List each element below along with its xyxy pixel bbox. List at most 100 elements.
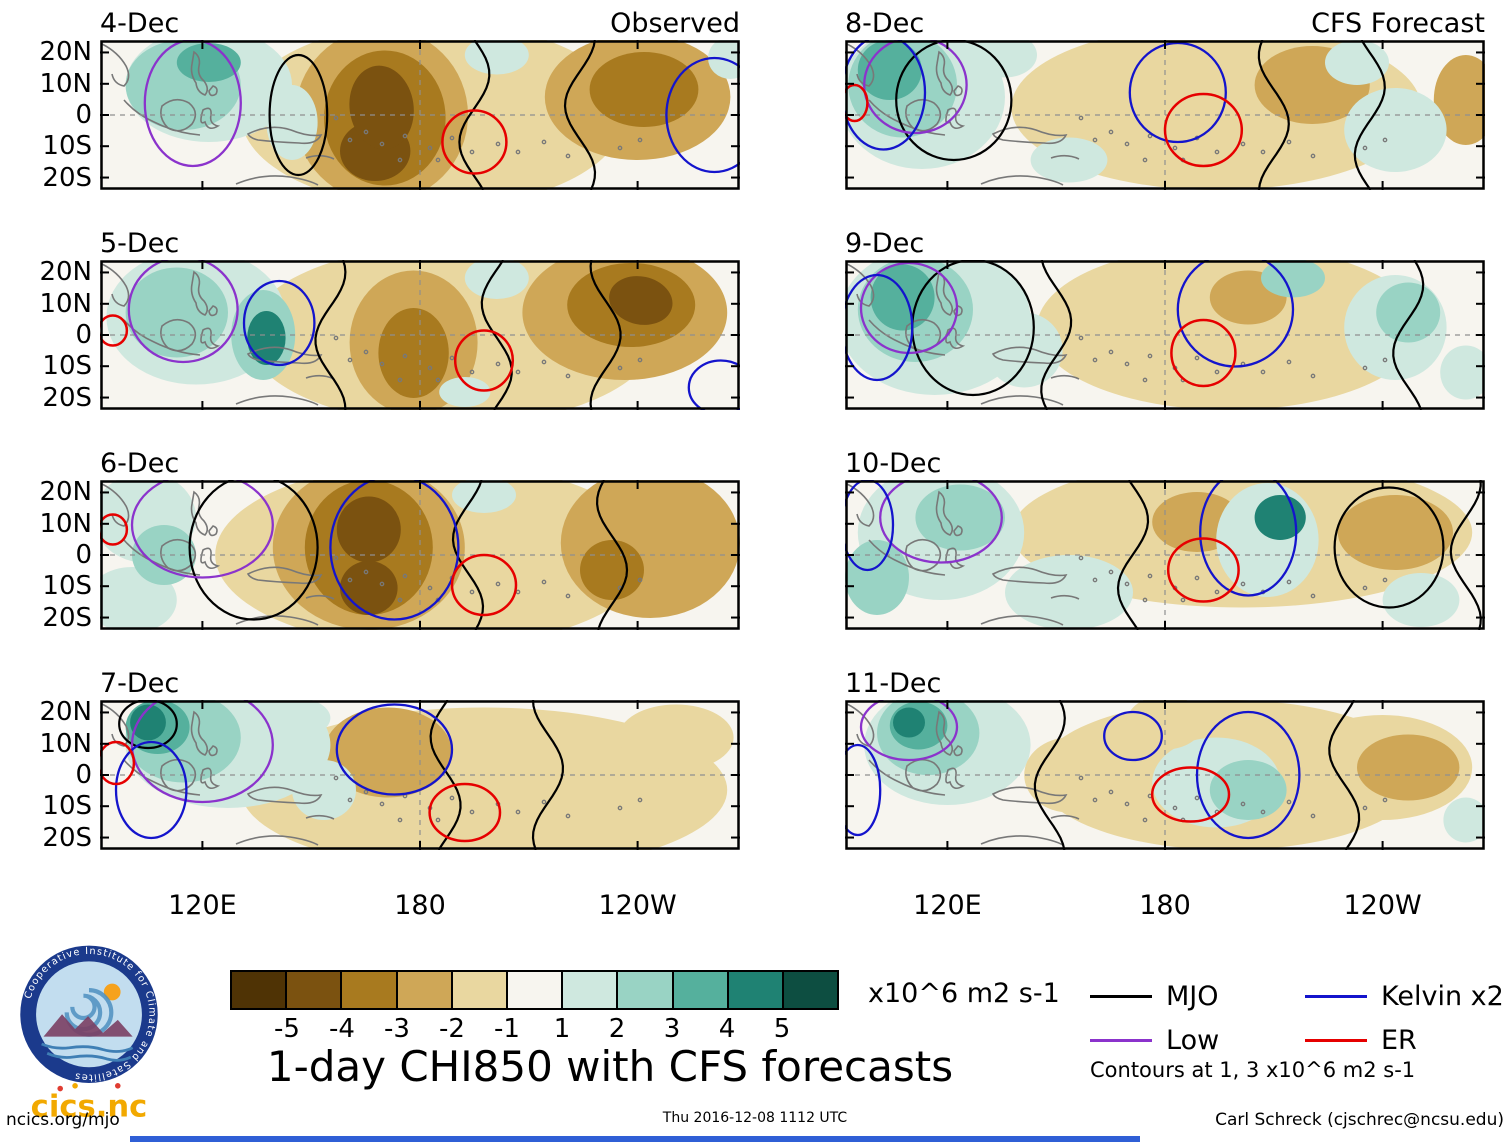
y-tick-label: 0 <box>75 100 92 130</box>
low-contours <box>127 260 239 364</box>
panel-date-label: 8-Dec <box>845 8 925 39</box>
colorbar-segments <box>230 970 839 1010</box>
x-axis-labels: 120E 180 120W <box>100 886 740 926</box>
anomaly-shading <box>125 40 740 190</box>
y-tick-label: 20N <box>39 697 92 728</box>
er-contours <box>100 513 518 617</box>
colorbar-segment <box>671 972 727 1008</box>
x-tick-label: 120E <box>913 890 982 921</box>
kelvin-contours <box>845 40 1227 151</box>
map-panel-7-dec <box>100 700 740 850</box>
low-contours <box>859 700 959 762</box>
y-tick-label: 20N <box>39 37 92 68</box>
panel-7-dec: 7-Dec 20N 10N 0 10S 20S <box>28 666 740 853</box>
legend-item-er: ER <box>1305 1025 1510 1056</box>
panel-header: 6-Dec <box>100 446 740 480</box>
y-axis-labels: 20N 10N 0 10S 20S <box>28 257 100 412</box>
colorbar-tick-label: -3 <box>384 1014 410 1044</box>
kelvin-contours <box>845 710 1301 840</box>
x-axis-labels: 120E 180 120W <box>845 886 1485 926</box>
logo-brand-text: cics.nc <box>31 1089 148 1122</box>
er-legend-line <box>1305 1038 1367 1042</box>
y-axis-labels: 20N 10N 0 10S 20S <box>28 477 100 633</box>
bottom-blue-bar <box>130 1136 1140 1142</box>
y-tick-label: 0 <box>75 760 92 790</box>
waves-icon <box>41 1042 134 1053</box>
x-tick-label: 180 <box>1139 890 1191 921</box>
legend-label: Kelvin x2 <box>1381 980 1504 1012</box>
kelvin-legend-line <box>1305 994 1367 998</box>
footer-timestamp: Thu 2016-12-08 1112 UTC <box>662 1110 848 1126</box>
colorbar-segment <box>616 972 672 1008</box>
panel-map-row: 20N 10N 0 10S 20S <box>28 477 740 633</box>
panel-map-row: 20N 10N 0 10S 20S <box>28 257 740 413</box>
map-panel-6-dec <box>100 480 740 630</box>
colorbar-segment <box>340 972 396 1008</box>
y-tick-label: 20S <box>42 822 92 853</box>
y-tick-label: 0 <box>75 540 92 570</box>
gridlines <box>100 700 740 850</box>
low-contours <box>879 480 1003 564</box>
colorbar-segment <box>781 972 838 1008</box>
colorbar-units: x10^6 m2 s-1 <box>868 978 1060 1009</box>
mountains-icon <box>43 1014 133 1037</box>
colorbar-segment <box>505 972 562 1008</box>
panel-date-label: 4-Dec <box>100 8 180 39</box>
y-tick-label: 10S <box>42 351 92 382</box>
panel-column-observed: 4-Dec Observed 20N 10N 0 10S 20S 5-Dec 20N 10N 0 10… <box>28 6 740 926</box>
y-tick-label: 20S <box>42 162 92 193</box>
panel-8-dec: 8-Dec CFS Forecast <box>845 6 1485 190</box>
panel-date-label: 11-Dec <box>845 668 942 699</box>
y-tick-label: 0 <box>75 320 92 350</box>
y-tick-label: 10N <box>39 728 92 759</box>
panel-date-label: 5-Dec <box>100 228 180 259</box>
kelvin-contours <box>242 279 740 410</box>
er-contours <box>1170 318 1237 388</box>
gridlines <box>845 40 1485 190</box>
logo-art <box>41 983 134 1062</box>
kelvin-contours <box>114 703 454 840</box>
y-tick-label: 20S <box>42 602 92 633</box>
anomaly-shading <box>845 480 1473 630</box>
panel-6-dec: 6-Dec 20N 10N 0 10S 20S <box>28 446 740 633</box>
colorbar-tick-label: 3 <box>663 1014 681 1044</box>
panel-map-row <box>845 700 1485 850</box>
legend-label: MJO <box>1166 980 1219 1012</box>
mjo-legend-line <box>1090 994 1152 998</box>
legend-item-kelvin: Kelvin x2 <box>1305 981 1510 1012</box>
er-contours <box>100 740 502 843</box>
panel-date-label: 9-Dec <box>845 228 925 259</box>
panel-11-dec: 11-Dec <box>845 666 1485 850</box>
brand-dot <box>72 1083 78 1089</box>
panel-map-row <box>845 480 1485 630</box>
figure-legend-block: Cooperative Institute for Climate and Sa… <box>0 938 1510 1122</box>
panel-header: 10-Dec <box>845 446 1485 480</box>
mjo-contours <box>1033 700 1361 850</box>
panel-9-dec: 9-Dec <box>845 226 1485 410</box>
mjo-contours <box>118 700 565 850</box>
map-panel-10-dec <box>845 480 1485 630</box>
colorbar-tick-label: 2 <box>608 1014 626 1044</box>
gridlines <box>845 260 1485 410</box>
y-tick-label: 10N <box>39 508 92 539</box>
panel-date-label: 7-Dec <box>100 668 180 699</box>
panels-grid: 4-Dec Observed 20N 10N 0 10S 20S 5-Dec 20N 10N 0 10… <box>28 6 1485 926</box>
x-tick-label: 120W <box>598 890 677 921</box>
contour-legend: MJO Low Kelvin x2 ER <box>1090 974 1510 1062</box>
colorbar-tick-label: 1 <box>553 1014 571 1044</box>
x-tick-label: 120E <box>168 890 237 921</box>
map-panel-8-dec <box>845 40 1485 190</box>
panel-column-forecast: 8-Dec CFS Forecast 9-Dec 10-Dec 11-Dec 120E 18… <box>845 6 1485 926</box>
legend-label: ER <box>1381 1024 1417 1056</box>
colorbar-tick-labels: -5 -4 -3 -2 -1 1 2 3 4 5 <box>230 1010 839 1044</box>
anomaly-shading <box>864 700 1485 850</box>
gridlines <box>845 480 1485 630</box>
colorbar-tick-label: -1 <box>494 1014 520 1044</box>
panel-header: 11-Dec <box>845 666 1485 700</box>
brand-dot <box>57 1085 63 1092</box>
panel-header: 8-Dec CFS Forecast <box>845 6 1485 40</box>
colorbar-segment <box>726 972 782 1008</box>
x-tick-label: 180 <box>394 890 446 921</box>
panel-header: 4-Dec Observed <box>100 6 740 40</box>
